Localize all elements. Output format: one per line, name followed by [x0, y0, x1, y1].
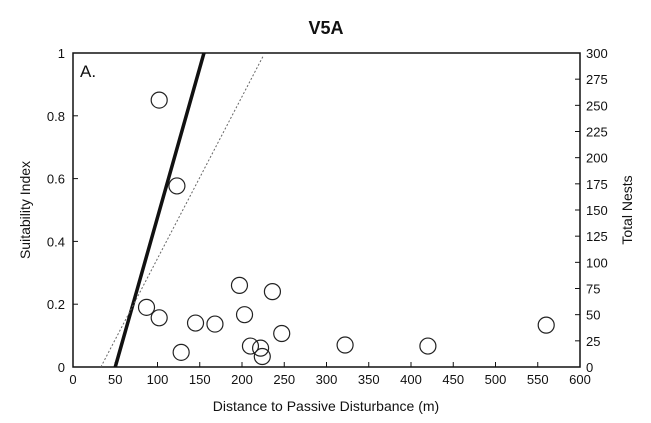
panel-label: A.	[80, 62, 96, 81]
scatter-point	[537, 316, 555, 334]
x-axis: 0 50 100 150 200 250 300 350 400 450 500 550 600	[69, 362, 591, 387]
y2-tick-label: 175	[586, 177, 608, 192]
y2-tick-label: 100	[586, 255, 608, 270]
scatter-point	[273, 324, 291, 343]
scatter-point	[168, 177, 186, 195]
scatter-point	[263, 283, 282, 301]
x-tick-label: 50	[108, 372, 122, 387]
y-axis-left: 0 0.2 0.4 0.6 0.8 1	[47, 46, 78, 375]
y2-tick-label: 150	[586, 203, 608, 218]
x-tick-label: 200	[231, 372, 253, 387]
y-tick-label: 0.8	[47, 109, 65, 124]
chart-title: V5A	[308, 18, 343, 38]
x-tick-label: 150	[189, 372, 211, 387]
y-tick-label: 0.6	[47, 172, 65, 187]
suitability-line-dotted	[100, 55, 264, 368]
y-tick-label: 0.4	[47, 234, 65, 249]
x-tick-label: 550	[527, 372, 549, 387]
y2-tick-label: 275	[586, 72, 608, 87]
x-tick-label: 500	[485, 372, 507, 387]
scatter-point	[336, 336, 354, 354]
x-tick-label: 350	[358, 372, 380, 387]
y2-tick-label: 50	[586, 308, 600, 323]
x-tick-label: 600	[569, 372, 591, 387]
scatter-point	[150, 309, 168, 327]
x-tick-label: 0	[69, 372, 76, 387]
scatter-point	[251, 339, 270, 357]
scatter-point	[172, 343, 190, 361]
y2-tick-label: 300	[586, 46, 608, 61]
plot-content	[100, 52, 555, 368]
x-tick-label: 300	[316, 372, 338, 387]
x-tick-label: 100	[147, 372, 169, 387]
y2-tick-label: 75	[586, 282, 600, 297]
x-axis-title: Distance to Passive Disturbance (m)	[213, 398, 439, 414]
y-tick-label: 0	[58, 360, 65, 375]
scatter-point	[150, 91, 168, 109]
scatter-point	[253, 347, 271, 366]
y2-axis-title: Total Nests	[619, 175, 635, 244]
scatter-point	[241, 337, 260, 355]
y2-tick-label: 125	[586, 229, 608, 244]
y2-tick-label: 250	[586, 98, 608, 113]
y-tick-label: 1	[58, 46, 65, 61]
y2-tick-label: 200	[586, 151, 608, 166]
scatter-point	[235, 306, 254, 324]
y2-tick-label: 0	[586, 360, 593, 375]
x-tick-label: 450	[442, 372, 464, 387]
y2-tick-label: 25	[586, 334, 600, 349]
scatter-point	[419, 337, 437, 355]
scatter-point	[206, 315, 224, 333]
x-tick-label: 250	[273, 372, 295, 387]
y2-tick-label: 225	[586, 125, 608, 140]
scatter-point	[137, 298, 156, 316]
scatter-point	[230, 276, 249, 294]
suitability-line-solid	[113, 52, 206, 368]
y-tick-label: 0.2	[47, 297, 65, 312]
plot-frame	[72, 52, 581, 368]
x-tick-label: 400	[400, 372, 422, 387]
scatter-point	[186, 314, 205, 332]
y-axis-title: Suitability Index	[17, 161, 33, 259]
y-axis-right: 0 25 50 75 100 125 150 175 200 225 250 275 300	[575, 46, 608, 375]
